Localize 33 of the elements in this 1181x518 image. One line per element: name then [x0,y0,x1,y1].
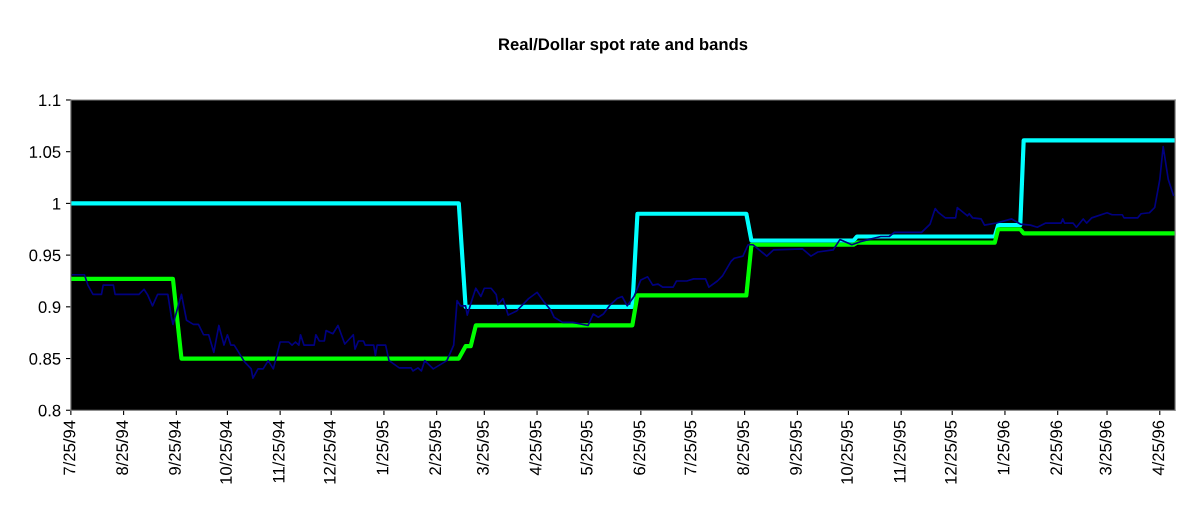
x-tick-label: 2/25/96 [1049,420,1063,475]
line-series [71,145,1175,380]
x-tick-label: 9/25/94 [168,420,181,475]
x-tick-label: 11/25/94 [272,420,285,483]
y-tick-label: 0.9 [38,301,61,314]
x-tick-label: 8/25/95 [736,420,750,475]
x-tick-label: 5/25/95 [580,420,593,475]
x-tick-label: 12/25/94 [323,420,336,484]
x-tick-label: 4/25/96 [1152,420,1165,476]
x-tick-label: 9/25/95 [789,420,802,475]
x-tick-label: 11/25/95 [893,420,906,483]
x-tick-label: 2/25/95 [428,420,442,475]
x-tick-label: 6/25/95 [633,420,646,475]
x-tick-label: 1/25/96 [997,420,1010,475]
x-tick-label: 4/25/95 [529,420,542,476]
x-tick-label: 7/25/95 [684,420,697,475]
y-tick-label: 1.05 [29,146,61,158]
x-tick-label: 3/25/96 [1099,420,1112,475]
line-series [70,227,1176,361]
x-tick-label: 10/25/94 [219,420,232,484]
chart-title: Real/Dollar spot rate and bands [499,37,748,54]
x-tick-label: 12/25/95 [944,420,957,484]
x-tick-label: 3/25/95 [476,420,489,475]
y-tick-label: 1 [53,197,61,210]
x-tick-label: 8/25/94 [115,420,129,475]
line-series [70,138,1176,309]
y-tick-label: 0.8 [38,404,61,417]
x-tick-label: 10/25/95 [840,420,853,484]
x-tick-label: 7/25/94 [63,420,76,475]
y-tick-label: 1.1 [39,94,61,107]
y-tick-label: 0.85 [29,352,61,365]
x-tick-label: 1/25/95 [376,420,389,475]
y-tick-label: 0.95 [29,249,61,262]
